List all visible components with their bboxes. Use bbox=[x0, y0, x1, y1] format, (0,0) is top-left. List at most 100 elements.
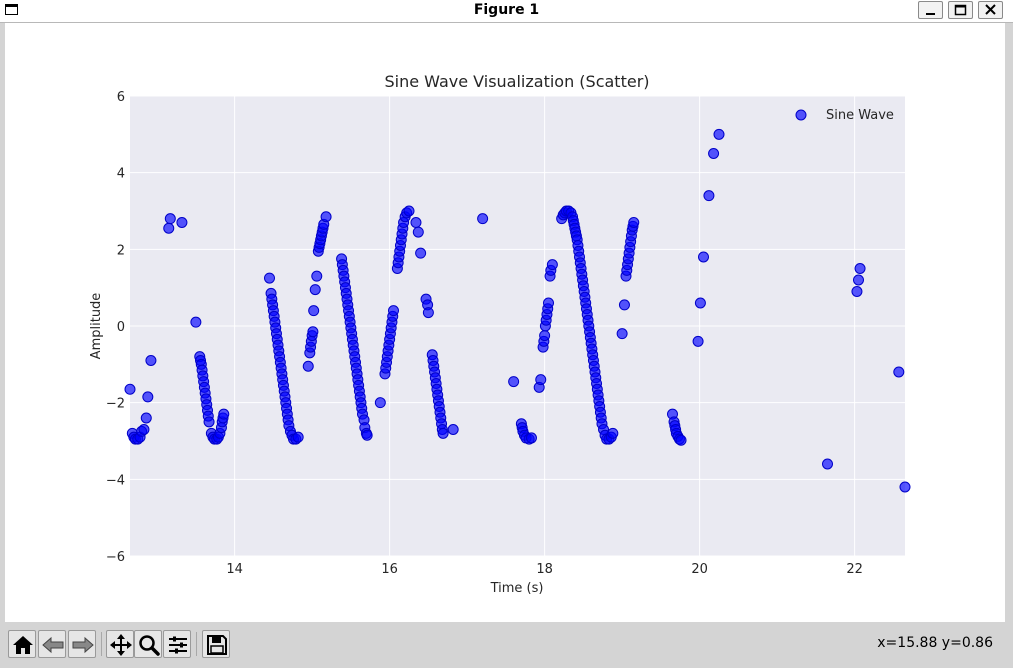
x-axis-ticks: 14 16 18 20 22 bbox=[226, 562, 863, 577]
data-point bbox=[292, 431, 304, 443]
data-points bbox=[124, 128, 911, 493]
data-point bbox=[264, 272, 275, 284]
data-point bbox=[124, 383, 136, 395]
scatter-chart[interactable]: 14 16 18 20 22 −6 −4 −2 0 2 4 6 Sine Wave Visualiz… bbox=[5, 23, 1005, 622]
data-point bbox=[412, 226, 424, 238]
data-point bbox=[415, 247, 427, 259]
data-point bbox=[893, 366, 905, 378]
y-tick-label: −6 bbox=[106, 550, 125, 565]
data-point bbox=[403, 205, 415, 217]
data-point bbox=[616, 328, 628, 340]
data-point bbox=[851, 286, 863, 297]
minimize-button[interactable] bbox=[918, 1, 943, 19]
forward-button[interactable] bbox=[68, 630, 96, 658]
data-point bbox=[607, 427, 619, 439]
data-point bbox=[422, 307, 434, 319]
data-point bbox=[539, 330, 551, 342]
navigation-toolbar: x=15.88 y=0.86 bbox=[0, 623, 1013, 668]
y-axis-ticks: −6 −4 −2 0 2 4 6 bbox=[106, 90, 125, 565]
x-tick-label: 20 bbox=[691, 562, 708, 577]
zoom-icon bbox=[139, 635, 160, 656]
data-point bbox=[713, 128, 725, 140]
y-axis-label: Amplitude bbox=[89, 293, 104, 360]
data-point bbox=[853, 274, 864, 286]
data-point bbox=[320, 211, 332, 223]
x-tick-label: 16 bbox=[381, 562, 398, 577]
figure-canvas[interactable]: 14 16 18 20 22 −6 −4 −2 0 2 4 6 Sine Wave Visualiz… bbox=[5, 23, 1005, 622]
back-button[interactable] bbox=[38, 630, 66, 658]
configure-button[interactable] bbox=[163, 630, 191, 658]
data-point bbox=[535, 374, 547, 386]
data-point bbox=[388, 305, 399, 317]
data-point bbox=[309, 284, 321, 296]
data-point bbox=[307, 326, 319, 338]
legend-label: Sine Wave bbox=[826, 108, 894, 123]
data-point bbox=[311, 270, 323, 282]
window-title: Figure 1 bbox=[473, 2, 540, 18]
data-point bbox=[176, 217, 188, 228]
home-icon bbox=[13, 636, 33, 654]
data-point bbox=[203, 416, 215, 428]
minimize-icon bbox=[926, 13, 935, 15]
home-button[interactable] bbox=[8, 630, 36, 658]
x-axis-label: Time (s) bbox=[490, 581, 544, 596]
data-point bbox=[692, 335, 704, 347]
configure-icon bbox=[169, 636, 187, 654]
data-point bbox=[694, 297, 706, 309]
x-tick-label: 22 bbox=[846, 562, 863, 577]
pan-icon bbox=[110, 634, 132, 656]
data-point bbox=[361, 429, 373, 441]
data-point bbox=[447, 424, 459, 435]
data-point bbox=[218, 408, 230, 420]
data-point bbox=[618, 299, 630, 311]
data-point bbox=[525, 432, 537, 444]
data-point bbox=[899, 481, 911, 493]
save-button[interactable] bbox=[202, 630, 230, 658]
data-point bbox=[308, 305, 320, 317]
maximize-icon bbox=[954, 4, 967, 16]
data-point bbox=[477, 213, 489, 225]
save-icon bbox=[207, 635, 227, 655]
data-point bbox=[854, 263, 866, 274]
toolbar-separator bbox=[101, 632, 102, 656]
data-point bbox=[698, 251, 709, 263]
data-point bbox=[138, 424, 150, 435]
y-tick-label: 6 bbox=[117, 90, 125, 105]
data-point bbox=[190, 316, 202, 328]
data-point bbox=[628, 217, 640, 228]
data-point bbox=[142, 391, 154, 403]
data-point bbox=[302, 360, 314, 372]
data-point bbox=[675, 434, 687, 446]
y-tick-label: 2 bbox=[117, 243, 125, 258]
data-point bbox=[508, 376, 520, 388]
close-icon bbox=[985, 4, 996, 15]
x-tick-label: 18 bbox=[536, 562, 553, 577]
forward-icon bbox=[72, 636, 94, 654]
window-app-icon bbox=[5, 4, 18, 15]
data-point bbox=[703, 190, 715, 202]
data-point bbox=[374, 397, 386, 409]
zoom-button[interactable] bbox=[134, 630, 162, 658]
back-icon bbox=[42, 636, 64, 654]
y-tick-label: 0 bbox=[117, 320, 125, 335]
data-point bbox=[145, 355, 157, 366]
data-point bbox=[410, 217, 422, 228]
x-tick-label: 14 bbox=[226, 562, 243, 577]
data-point bbox=[163, 222, 175, 234]
window-titlebar: Figure 1 bbox=[0, 0, 1013, 23]
grid-lines bbox=[130, 95, 905, 557]
data-point bbox=[546, 259, 558, 271]
toolbar-separator bbox=[196, 632, 197, 656]
y-tick-label: −2 bbox=[106, 397, 125, 412]
data-point bbox=[708, 148, 720, 159]
legend-marker bbox=[795, 109, 807, 121]
close-button[interactable] bbox=[978, 1, 1003, 19]
data-point bbox=[140, 412, 152, 424]
cursor-coordinates: x=15.88 y=0.86 bbox=[877, 635, 993, 651]
data-point bbox=[543, 297, 554, 309]
maximize-button[interactable] bbox=[948, 1, 973, 19]
pan-button[interactable] bbox=[106, 630, 134, 658]
data-point bbox=[822, 458, 833, 470]
data-point bbox=[437, 427, 449, 439]
data-point bbox=[164, 213, 176, 225]
